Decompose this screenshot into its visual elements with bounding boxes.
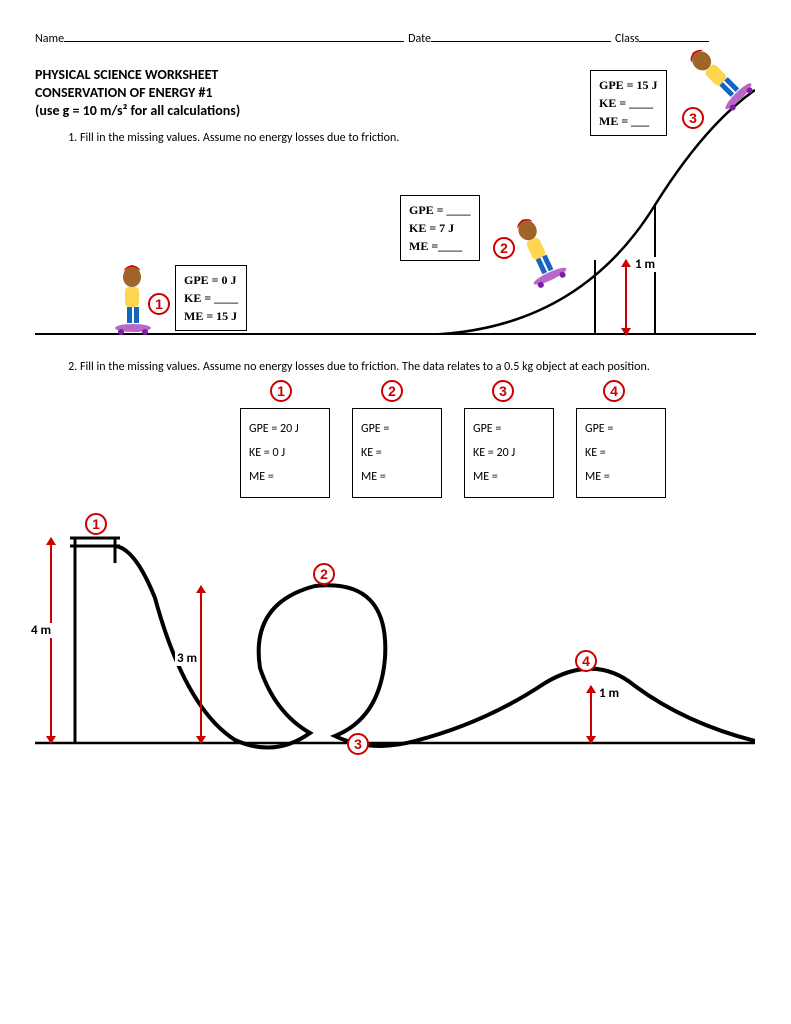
q2-box-2: GPE = KE = ME =: [352, 408, 442, 498]
class-blank[interactable]: [639, 30, 709, 42]
box2-gpe: GPE = ____: [409, 201, 471, 219]
q2-marker-3: 3: [492, 380, 514, 402]
q2b3-gpe: GPE =: [473, 417, 545, 441]
box2-ke: KE = 7 J: [409, 219, 471, 237]
q2b1-me: ME =: [249, 465, 321, 489]
diagram-2-coaster: 1 2 3 4 4 m 3 m 1 m: [35, 508, 756, 768]
q2-marker-4: 4: [603, 380, 625, 402]
dim-4m-arrow: [50, 538, 52, 743]
dim-4m-label: 4 m: [29, 623, 53, 638]
q2-pos-4: 4: [575, 650, 597, 672]
q2b2-me: ME =: [361, 465, 433, 489]
box1-gpe: GPE = 0 J: [184, 271, 238, 289]
class-label: Class: [615, 32, 639, 46]
q2-box-4: GPE = KE = ME =: [576, 408, 666, 498]
marker-3: 3: [682, 107, 704, 129]
q2-box-row: GPE = 20 J KE = 0 J ME = GPE = KE = ME =…: [240, 408, 756, 498]
q2b2-gpe: GPE =: [361, 417, 433, 441]
q2b2-ke: KE =: [361, 441, 433, 465]
question-2: Fill in the missing values. Assume no en…: [80, 360, 756, 374]
box3-gpe: GPE = 15 J: [599, 76, 658, 94]
box2-me: ME =____: [409, 237, 471, 255]
date-blank[interactable]: [431, 30, 611, 42]
header-fields: Name Date Class: [35, 30, 756, 46]
name-label: Name: [35, 32, 64, 46]
box1-ke: KE = ____: [184, 289, 238, 307]
dim-1m-arrow: [625, 260, 627, 335]
q2-box-1: GPE = 20 J KE = 0 J ME =: [240, 408, 330, 498]
q2-pos-3: 3: [347, 733, 369, 755]
q2b1-gpe: GPE = 20 J: [249, 417, 321, 441]
q2-pos-1: 1: [85, 513, 107, 535]
diagram-1-ramp: GPE = 0 J KE = ____ ME = 15 J 1 GPE = __…: [35, 85, 756, 335]
date-label: Date: [408, 32, 431, 46]
energy-box-2: GPE = ____ KE = 7 J ME =____: [400, 195, 480, 261]
q2b4-gpe: GPE =: [585, 417, 657, 441]
box3-me: ME = ___: [599, 112, 658, 130]
q2b4-me: ME =: [585, 465, 657, 489]
dim-3m-arrow: [200, 586, 202, 743]
marker-1: 1: [148, 293, 170, 315]
energy-box-3: GPE = 15 J KE = ____ ME = ___: [590, 70, 667, 136]
box1-me: ME = 15 J: [184, 307, 238, 325]
q2b3-ke: KE = 20 J: [473, 441, 545, 465]
dim-1m-label: 1 m: [633, 257, 657, 272]
q2-pos-2: 2: [313, 563, 335, 585]
q2-box-3: GPE = KE = 20 J ME =: [464, 408, 554, 498]
q2b4-ke: KE =: [585, 441, 657, 465]
dim-1m-label-2: 1 m: [597, 686, 621, 701]
dim-3m-label: 3 m: [175, 651, 199, 666]
question-list-2: Fill in the missing values. Assume no en…: [35, 360, 756, 374]
q2-marker-1: 1: [270, 380, 292, 402]
coaster-svg: [35, 508, 755, 768]
q2b1-ke: KE = 0 J: [249, 441, 321, 465]
q2-marker-2: 2: [381, 380, 403, 402]
marker-2: 2: [493, 237, 515, 259]
dim-1m-arrow-2: [590, 686, 592, 743]
energy-box-1: GPE = 0 J KE = ____ ME = 15 J: [175, 265, 247, 331]
q2b3-me: ME =: [473, 465, 545, 489]
name-blank[interactable]: [64, 30, 404, 42]
box3-ke: KE = ____: [599, 94, 658, 112]
q2-marker-row: 1 2 3 4: [240, 380, 756, 402]
